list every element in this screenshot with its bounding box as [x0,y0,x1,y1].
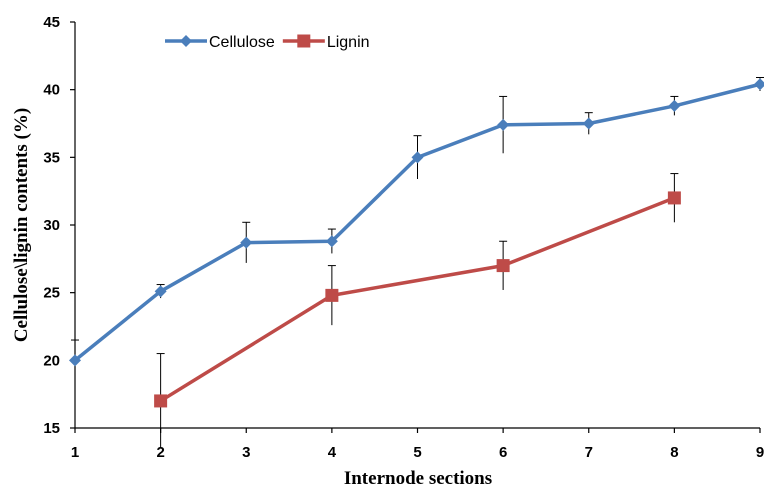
cellulose-point [325,235,338,248]
cellulose-point [497,118,510,131]
cellulose-point [240,236,253,249]
y-axis-title: Cellulose\lignin contents (%) [11,108,32,342]
axes [70,21,761,433]
legend: Cellulose Lignin [165,34,370,51]
y-tick-label: 25 [43,285,60,302]
legend-item-lignin: Lignin [282,34,370,51]
legend-label: Cellulose [209,34,275,51]
cellulose-line [73,82,761,362]
legend-item-cellulose: Cellulose [165,34,275,51]
x-tick-label: 6 [499,444,507,461]
y-tick-label: 35 [43,149,60,166]
y-tick-label: 30 [43,217,60,234]
x-tick-label: 7 [585,444,593,461]
x-tick-label: 9 [756,444,764,461]
lignin-line [159,196,676,403]
x-tick-label: 5 [413,444,421,461]
x-tick-label: 8 [670,444,678,461]
series-lines [73,82,761,403]
y-tick-label: 15 [43,420,60,437]
legend-swatch-marker [180,35,192,47]
cellulose-point [154,285,167,298]
x-tick-label: 4 [328,444,337,461]
y-tick-label: 20 [43,352,60,369]
x-tick-label: 2 [156,444,164,461]
legend-label: Lignin [327,34,370,51]
cellulose-point [69,354,81,367]
cellulose-point [754,78,764,91]
y-tick-label: 40 [43,82,60,99]
x-tick-label: 3 [242,444,250,461]
lignin-point [325,288,339,302]
legend-swatch-marker [297,34,311,48]
y-tick-label: 45 [43,14,60,31]
lignin-point [496,259,510,273]
x-axis-title: Internode sections [344,468,492,489]
series-markers [69,78,764,408]
cellulose-point [582,117,595,130]
cellulose-point [668,99,681,112]
lignin-point [154,394,168,408]
cellulose-point [411,151,424,164]
x-tick-label: 1 [71,444,79,461]
lignin-point [667,191,681,205]
